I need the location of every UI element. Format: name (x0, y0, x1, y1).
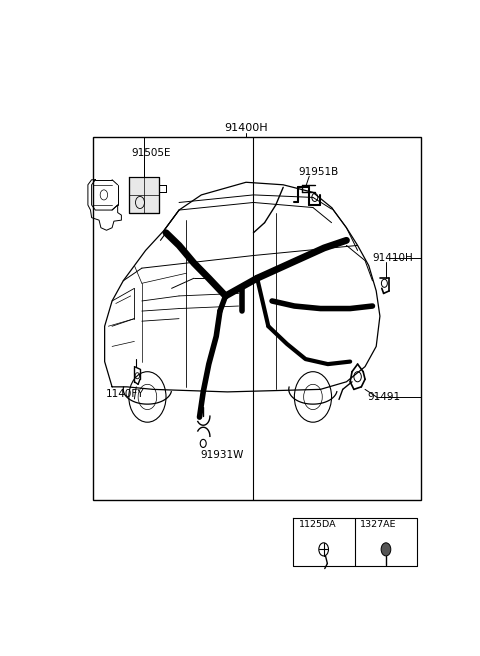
Text: 91951B: 91951B (299, 167, 339, 177)
Circle shape (381, 543, 391, 556)
Text: 91931W: 91931W (200, 450, 243, 460)
Text: 1125DA: 1125DA (299, 520, 336, 529)
Text: 91491: 91491 (367, 392, 400, 402)
Text: 91400H: 91400H (224, 123, 268, 133)
Text: 1140FY: 1140FY (106, 390, 144, 400)
Polygon shape (129, 177, 158, 213)
Bar (94, 137, 421, 501)
Text: 91505E: 91505E (132, 148, 171, 159)
Text: 1327AE: 1327AE (360, 520, 396, 529)
Text: 91410H: 91410H (372, 253, 413, 263)
